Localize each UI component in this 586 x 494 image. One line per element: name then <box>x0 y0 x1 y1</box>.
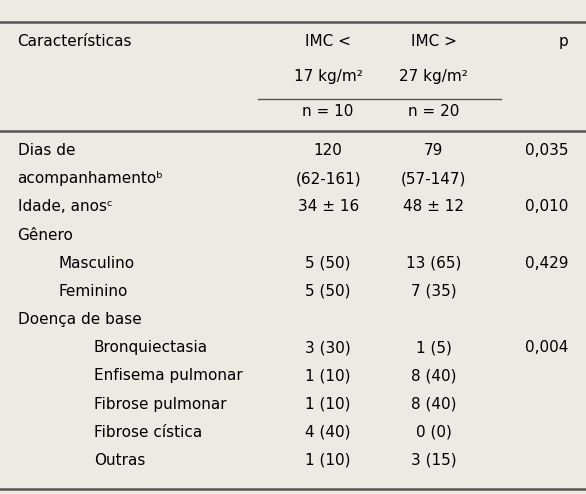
Text: 0 (0): 0 (0) <box>415 425 452 440</box>
Text: 34 ± 16: 34 ± 16 <box>298 200 359 214</box>
Text: acompanhamentoᵇ: acompanhamentoᵇ <box>18 171 163 186</box>
Text: 0,004: 0,004 <box>525 340 568 355</box>
Text: 0,429: 0,429 <box>525 256 568 271</box>
Text: 79: 79 <box>424 143 444 158</box>
Text: 120: 120 <box>314 143 343 158</box>
Text: 7 (35): 7 (35) <box>411 284 456 299</box>
Text: p: p <box>558 35 568 49</box>
Text: 4 (40): 4 (40) <box>305 425 351 440</box>
Text: Enfisema pulmonar: Enfisema pulmonar <box>94 369 243 383</box>
Text: Gênero: Gênero <box>18 228 73 243</box>
Text: 3 (15): 3 (15) <box>411 453 456 468</box>
Text: Idade, anosᶜ: Idade, anosᶜ <box>18 200 112 214</box>
Text: Fibrose cística: Fibrose cística <box>94 425 202 440</box>
Text: Outras: Outras <box>94 453 145 468</box>
Text: Fibrose pulmonar: Fibrose pulmonar <box>94 397 226 412</box>
Text: 3 (30): 3 (30) <box>305 340 351 355</box>
Text: 13 (65): 13 (65) <box>406 256 461 271</box>
Text: 5 (50): 5 (50) <box>305 256 351 271</box>
Text: 1 (10): 1 (10) <box>305 369 351 383</box>
Text: Doença de base: Doença de base <box>18 312 141 327</box>
Text: Características: Características <box>18 35 132 49</box>
Text: IMC >: IMC > <box>411 35 456 49</box>
Text: Bronquiectasia: Bronquiectasia <box>94 340 208 355</box>
Text: 0,010: 0,010 <box>525 200 568 214</box>
Text: n = 20: n = 20 <box>408 104 459 119</box>
Text: 5 (50): 5 (50) <box>305 284 351 299</box>
Text: 0,035: 0,035 <box>525 143 568 158</box>
Text: IMC <: IMC < <box>305 35 351 49</box>
Text: Dias de: Dias de <box>18 143 75 158</box>
Text: n = 10: n = 10 <box>302 104 354 119</box>
Text: 8 (40): 8 (40) <box>411 369 456 383</box>
Text: 1 (5): 1 (5) <box>415 340 452 355</box>
Text: 27 kg/m²: 27 kg/m² <box>399 69 468 84</box>
Text: Feminino: Feminino <box>59 284 128 299</box>
Text: (57-147): (57-147) <box>401 171 466 186</box>
Text: Masculino: Masculino <box>59 256 135 271</box>
Text: 1 (10): 1 (10) <box>305 397 351 412</box>
Text: 8 (40): 8 (40) <box>411 397 456 412</box>
Text: 1 (10): 1 (10) <box>305 453 351 468</box>
Text: (62-161): (62-161) <box>295 171 361 186</box>
Text: 48 ± 12: 48 ± 12 <box>403 200 464 214</box>
Text: 17 kg/m²: 17 kg/m² <box>294 69 363 84</box>
